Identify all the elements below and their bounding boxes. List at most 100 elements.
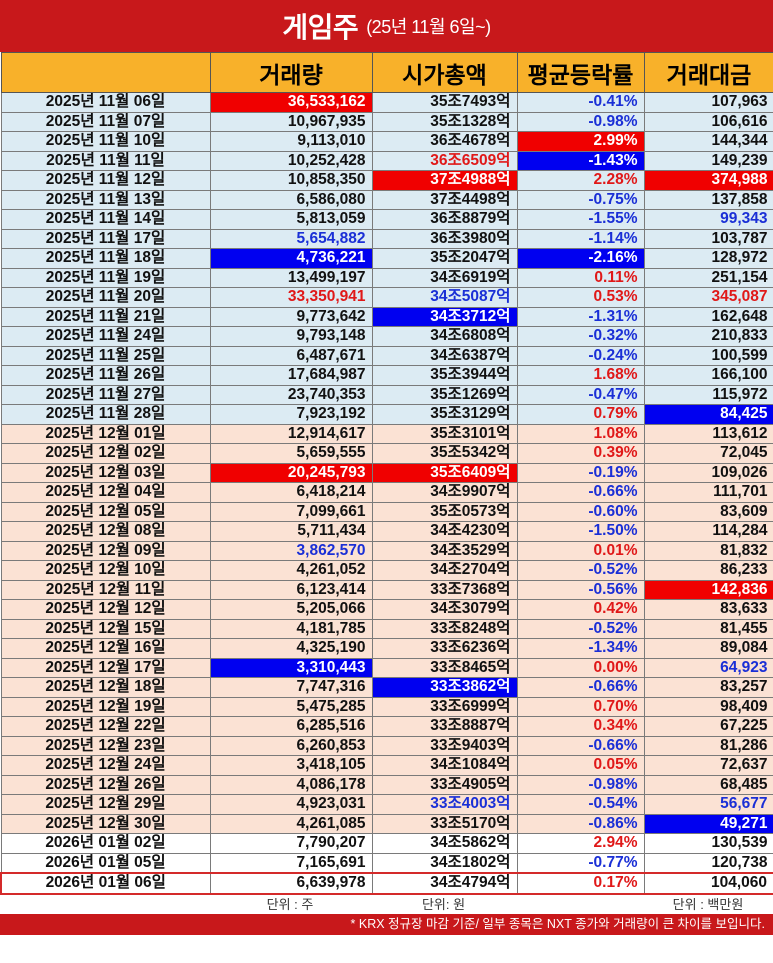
cell-market-cap: 35조7493억 (371, 92, 518, 113)
cell-volume: 6,260,853 (209, 735, 373, 756)
cell-amount: 100,599 (643, 345, 773, 366)
cell-volume: 5,654,882 (209, 228, 373, 249)
cell-volume: 10,252,428 (209, 150, 373, 171)
table-row: 2025년 11월 19일 13,499,197 34조6919억 0.11% 251,… (0, 267, 773, 288)
cell-market-cap: 35조2047억 (371, 248, 518, 269)
cell-amount: 109,026 (643, 462, 773, 483)
cell-market-cap: 34조6919억 (371, 267, 518, 288)
cell-market-cap: 34조3712억 (371, 306, 518, 327)
table-row: 2025년 11월 25일 6,487,671 34조6387억 -0.24% 100,… (0, 345, 773, 366)
cell-change: -0.75% (516, 189, 645, 210)
cell-volume: 20,245,793 (209, 462, 373, 483)
cell-date: 2025년 12월 10일 (0, 560, 211, 581)
cell-change: -0.24% (516, 345, 645, 366)
cell-change: -0.32% (516, 326, 645, 347)
cell-change: 0.70% (516, 696, 645, 717)
cell-amount: 67,225 (643, 716, 773, 737)
cell-volume: 5,475,285 (209, 696, 373, 717)
page-title: 게임주 (282, 12, 359, 43)
cell-change: -0.54% (516, 794, 645, 815)
table-row: 2026년 01월 02일 7,790,207 34조5862억 2.94% 130,5… (0, 833, 773, 854)
cell-volume: 6,123,414 (209, 579, 373, 600)
cell-date: 2025년 12월 30일 (0, 813, 211, 834)
table-row: 2025년 12월 09일 3,862,570 34조3529억 0.01% 81,83… (0, 540, 773, 561)
cell-change: -1.55% (516, 209, 645, 230)
table-row: 2025년 11월 21일 9,773,642 34조3712억 -1.31% 162,… (0, 306, 773, 327)
cell-volume: 3,310,443 (209, 657, 373, 678)
table-row: 2026년 01월 05일 7,165,691 34조1802억 -0.77% 120,… (0, 852, 773, 874)
cell-amount: 107,963 (643, 92, 773, 113)
cell-change: -0.19% (516, 462, 645, 483)
cell-amount: 345,087 (643, 287, 773, 308)
units-row: 단위 : 주 단위: 원 단위 : 백만원 (0, 894, 773, 914)
footnote: * KRX 정규장 마감 기준/ 일부 종목은 NXT 종가와 거래량이 큰 차… (0, 913, 773, 935)
table-row: 2025년 12월 15일 4,181,785 33조8248억 -0.52% 81,4… (0, 618, 773, 639)
table-row: 2025년 12월 12일 5,205,066 34조3079억 0.42% 83,63… (0, 599, 773, 620)
cell-market-cap: 35조3129억 (371, 404, 518, 425)
cell-market-cap: 33조6999억 (371, 696, 518, 717)
cell-change: 1.68% (516, 365, 645, 386)
cell-amount: 137,858 (643, 189, 773, 210)
cell-volume: 4,261,052 (209, 560, 373, 581)
header-corner (0, 52, 211, 93)
cell-change: -0.60% (516, 501, 645, 522)
cell-amount: 210,833 (643, 326, 773, 347)
cell-market-cap: 36조4678억 (371, 131, 518, 152)
cell-date: 2025년 11월 06일 (0, 92, 211, 113)
cell-market-cap: 34조4794억 (371, 872, 518, 895)
cell-date: 2025년 12월 17일 (0, 657, 211, 678)
cell-volume: 3,862,570 (209, 540, 373, 561)
cell-volume: 5,205,066 (209, 599, 373, 620)
cell-change: 0.17% (516, 872, 645, 895)
cell-date: 2025년 11월 13일 (0, 189, 211, 210)
cell-volume: 12,914,617 (209, 423, 373, 444)
cell-volume: 36,533,162 (209, 92, 373, 113)
cell-change: 0.42% (516, 599, 645, 620)
cell-date: 2025년 12월 22일 (0, 716, 211, 737)
cell-market-cap: 34조3079억 (371, 599, 518, 620)
cell-market-cap: 33조8248억 (371, 618, 518, 639)
table-row: 2025년 12월 04일 6,418,214 34조9907억 -0.66% 111,… (0, 482, 773, 503)
cell-volume: 13,499,197 (209, 267, 373, 288)
cell-volume: 23,740,353 (209, 384, 373, 405)
table-row: 2025년 12월 10일 4,261,052 34조2704억 -0.52% 86,2… (0, 560, 773, 581)
cell-amount: 72,637 (643, 755, 773, 776)
cell-market-cap: 37조4988억 (371, 170, 518, 191)
cell-change: -0.98% (516, 774, 645, 795)
cell-amount: 99,343 (643, 209, 773, 230)
cell-date: 2025년 11월 21일 (0, 306, 211, 327)
cell-market-cap: 37조4498억 (371, 189, 518, 210)
header-market-cap: 시가총액 (371, 52, 518, 93)
cell-market-cap: 34조3529억 (371, 540, 518, 561)
cell-change: -0.66% (516, 677, 645, 698)
table-row: 2025년 12월 02일 5,659,555 35조5342억 0.39% 72,04… (0, 443, 773, 464)
cell-amount: 120,738 (643, 852, 773, 874)
cell-volume: 33,350,941 (209, 287, 373, 308)
cell-date: 2025년 11월 07일 (0, 111, 211, 132)
cell-volume: 6,487,671 (209, 345, 373, 366)
table-row: 2025년 12월 17일 3,310,443 33조8465억 0.00% 64,92… (0, 657, 773, 678)
cell-date: 2025년 11월 10일 (0, 131, 211, 152)
cell-volume: 17,684,987 (209, 365, 373, 386)
cell-change: -0.52% (516, 560, 645, 581)
cell-date: 2025년 12월 11일 (0, 579, 211, 600)
cell-amount: 166,100 (643, 365, 773, 386)
cell-change: -0.41% (516, 92, 645, 113)
cell-change: 0.01% (516, 540, 645, 561)
cell-amount: 142,836 (643, 579, 773, 600)
cell-volume: 10,967,935 (209, 111, 373, 132)
cell-amount: 64,923 (643, 657, 773, 678)
cell-date: 2025년 12월 24일 (0, 755, 211, 776)
cell-volume: 9,113,010 (209, 131, 373, 152)
cell-market-cap: 33조7368억 (371, 579, 518, 600)
cell-volume: 10,858,350 (209, 170, 373, 191)
unit-market-cap: 단위: 원 (421, 896, 466, 912)
cell-market-cap: 33조8465억 (371, 657, 518, 678)
cell-volume: 5,813,059 (209, 209, 373, 230)
table-body: 2025년 11월 06일 36,533,162 35조7493억 -0.41% 107… (0, 92, 773, 895)
cell-change: 2.99% (516, 131, 645, 152)
cell-amount: 83,609 (643, 501, 773, 522)
cell-market-cap: 33조3862억 (371, 677, 518, 698)
cell-change: -0.86% (516, 813, 645, 834)
cell-amount: 81,455 (643, 618, 773, 639)
